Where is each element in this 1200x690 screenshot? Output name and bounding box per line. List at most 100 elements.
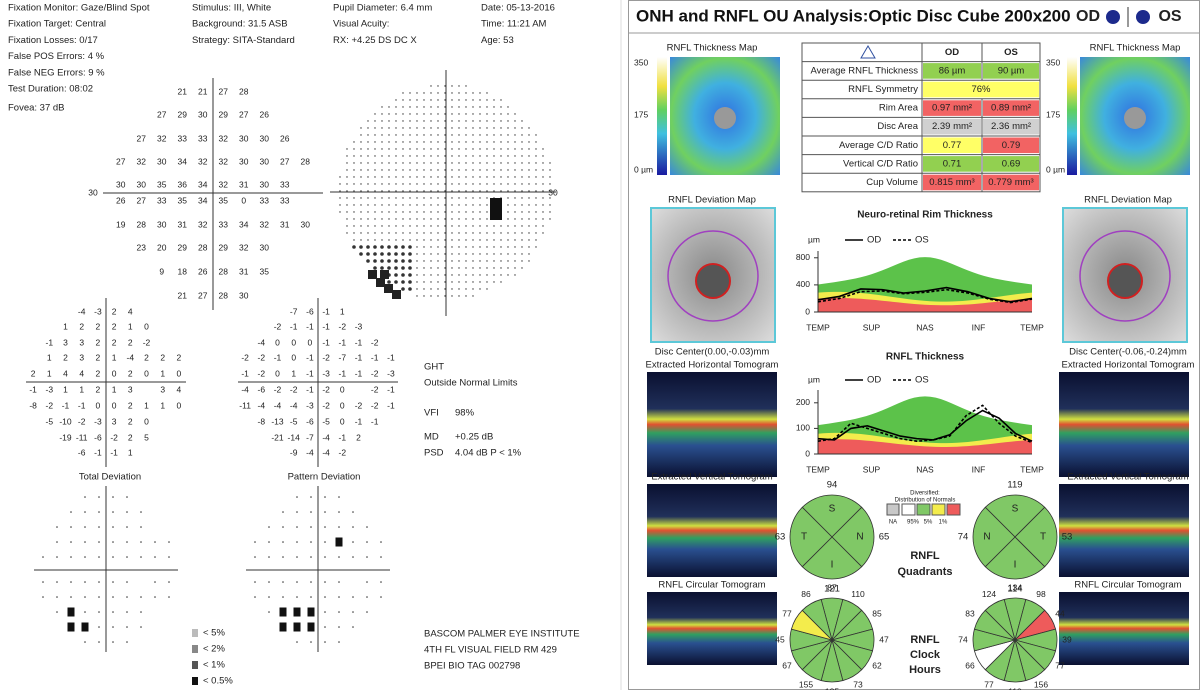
gray-dot	[409, 232, 411, 234]
quadrant-letter: N	[856, 532, 863, 543]
gray-dot	[500, 134, 502, 136]
column-header: OD	[945, 47, 959, 58]
gray-dot	[458, 232, 460, 234]
y-tick-label: 100	[796, 423, 810, 433]
gray-dot	[444, 113, 446, 115]
prob-mark	[335, 537, 343, 547]
gray-dot	[430, 99, 432, 101]
x-tick-label: TEMP	[1020, 464, 1044, 474]
prob-dot	[56, 611, 58, 613]
grid-value: 3	[63, 337, 68, 347]
gray-dot	[387, 252, 391, 256]
gray-dot	[359, 245, 363, 249]
row-label: RNFL Symmetry	[848, 84, 918, 95]
gray-dot	[472, 204, 474, 206]
prob-mark	[293, 607, 301, 617]
gray-dot	[402, 134, 404, 136]
gray-dot	[353, 155, 355, 157]
gray-dot	[388, 218, 390, 220]
grid-value: -9	[290, 447, 298, 457]
gray-dot	[458, 85, 460, 87]
gray-dot	[423, 239, 425, 241]
gray-dot	[451, 169, 453, 171]
gray-dot	[444, 274, 446, 276]
prob-dot	[296, 596, 298, 598]
sector	[984, 536, 1046, 580]
gray-dot	[458, 225, 460, 227]
grid-value: -8	[29, 400, 37, 410]
gray-dot	[451, 176, 453, 178]
gray-dot	[444, 169, 446, 171]
gray-dot	[416, 211, 418, 213]
grid-value: 0	[291, 352, 296, 362]
gray-dot	[528, 204, 530, 206]
info-line: Time: 11:21 AM	[481, 19, 547, 30]
prob-dot	[126, 596, 128, 598]
grid-value: 32	[219, 133, 229, 143]
gray-dot	[514, 169, 516, 171]
gray-dot	[493, 190, 495, 192]
tomogram	[1059, 592, 1189, 665]
gray-dot	[500, 99, 502, 101]
gray-dot	[542, 183, 544, 185]
gray-dot	[465, 113, 467, 115]
cell-value: 0.97 mm²	[932, 103, 972, 114]
gray-dot	[535, 162, 537, 164]
prob-dot	[310, 511, 312, 513]
grid-value: -4	[241, 384, 249, 394]
gray-dot	[381, 176, 383, 178]
gray-dot	[521, 120, 523, 122]
grid-value: 2	[177, 352, 182, 362]
gray-dot	[472, 141, 474, 143]
prob-dot	[366, 581, 368, 583]
grid-value: -1	[306, 384, 314, 394]
index-label: VFI	[424, 408, 439, 419]
y-unit: µm	[808, 234, 820, 244]
warning-icon	[860, 45, 876, 59]
gray-dot	[409, 148, 411, 150]
gray-dot	[535, 197, 537, 199]
blind-spot	[490, 198, 502, 220]
gray-dot	[402, 120, 404, 122]
prob-dot	[98, 596, 100, 598]
grid-value: -2	[110, 432, 118, 442]
gray-dot	[472, 99, 474, 101]
gray-dot	[437, 211, 439, 213]
prob-dot	[352, 596, 354, 598]
gray-dot	[401, 245, 405, 249]
gray-dot	[430, 183, 432, 185]
gray-dot	[472, 162, 474, 164]
gray-dot	[367, 204, 369, 206]
clock-value: 73	[853, 679, 863, 689]
gray-dot	[430, 225, 432, 227]
grid-value: 2	[128, 368, 133, 378]
gray-dot	[472, 134, 474, 136]
gray-dot	[472, 113, 474, 115]
prob-dot	[168, 596, 170, 598]
grid-value: 0	[177, 400, 182, 410]
gray-dot	[346, 197, 348, 199]
gray-dot	[528, 225, 530, 227]
gray-dot	[472, 288, 474, 290]
gray-dot	[535, 239, 537, 241]
prob-dot	[366, 526, 368, 528]
grid-value: -1	[339, 368, 347, 378]
row-label: Rim Area	[879, 103, 919, 114]
prob-dot	[140, 611, 142, 613]
grid-value: 1	[112, 384, 117, 394]
cell-value: 0.815 mm³	[929, 177, 974, 188]
prob-dot	[42, 556, 44, 558]
gray-dot	[528, 141, 530, 143]
grid-value: -2	[322, 400, 330, 410]
gray-dot	[521, 190, 523, 192]
gray-dot	[395, 155, 397, 157]
prob-dot	[98, 611, 100, 613]
prob-dot	[338, 496, 340, 498]
gray-dot	[528, 148, 530, 150]
grid-value: 2	[96, 384, 101, 394]
gray-dot	[367, 120, 369, 122]
disc-outline	[695, 263, 731, 299]
prob-dot	[380, 581, 382, 583]
gray-dot	[408, 245, 412, 249]
prob-dot	[112, 556, 114, 558]
